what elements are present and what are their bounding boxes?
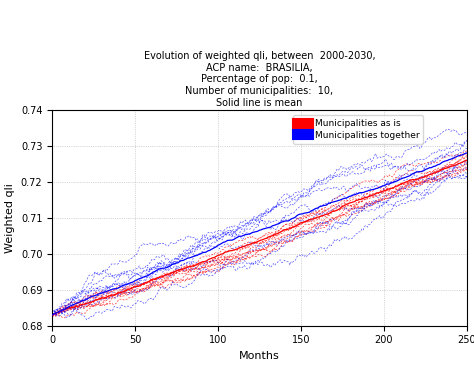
Title: Evolution of weighted qli, between  2000-2030,
ACP name:  BRASILIA,
Percentage o: Evolution of weighted qli, between 2000-…	[144, 51, 375, 108]
Y-axis label: Weighted qli: Weighted qli	[5, 183, 15, 253]
X-axis label: Months: Months	[239, 351, 280, 361]
Legend: Municipalities as is, Municipalities together: Municipalities as is, Municipalities tog…	[293, 115, 423, 143]
